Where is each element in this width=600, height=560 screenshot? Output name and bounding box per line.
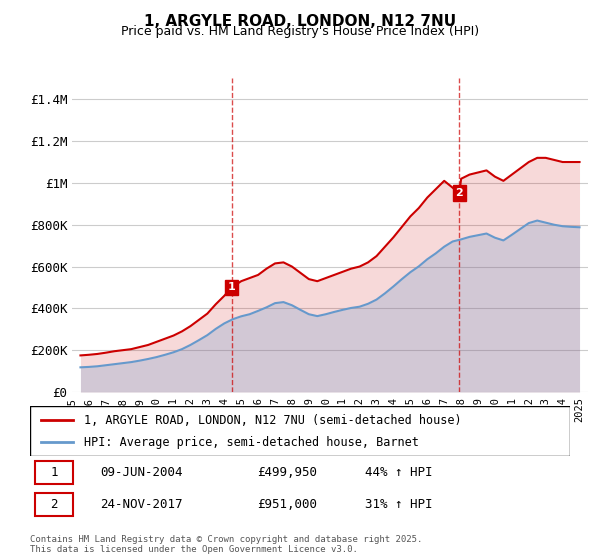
Text: 09-JUN-2004: 09-JUN-2004 — [100, 466, 182, 479]
Text: 1, ARGYLE ROAD, LONDON, N12 7NU (semi-detached house): 1, ARGYLE ROAD, LONDON, N12 7NU (semi-de… — [84, 414, 461, 427]
Text: £499,950: £499,950 — [257, 466, 317, 479]
Text: 2: 2 — [50, 498, 58, 511]
Text: 1, ARGYLE ROAD, LONDON, N12 7NU: 1, ARGYLE ROAD, LONDON, N12 7NU — [144, 14, 456, 29]
Text: HPI: Average price, semi-detached house, Barnet: HPI: Average price, semi-detached house,… — [84, 436, 419, 449]
FancyBboxPatch shape — [35, 461, 73, 484]
FancyBboxPatch shape — [30, 406, 570, 456]
Text: Contains HM Land Registry data © Crown copyright and database right 2025.
This d: Contains HM Land Registry data © Crown c… — [30, 535, 422, 554]
Text: 31% ↑ HPI: 31% ↑ HPI — [365, 498, 432, 511]
Text: £951,000: £951,000 — [257, 498, 317, 511]
Text: 1: 1 — [50, 466, 58, 479]
FancyBboxPatch shape — [35, 493, 73, 516]
Text: 1: 1 — [228, 282, 236, 292]
Text: 2: 2 — [455, 188, 463, 198]
Text: 44% ↑ HPI: 44% ↑ HPI — [365, 466, 432, 479]
Text: Price paid vs. HM Land Registry's House Price Index (HPI): Price paid vs. HM Land Registry's House … — [121, 25, 479, 38]
Text: 24-NOV-2017: 24-NOV-2017 — [100, 498, 182, 511]
